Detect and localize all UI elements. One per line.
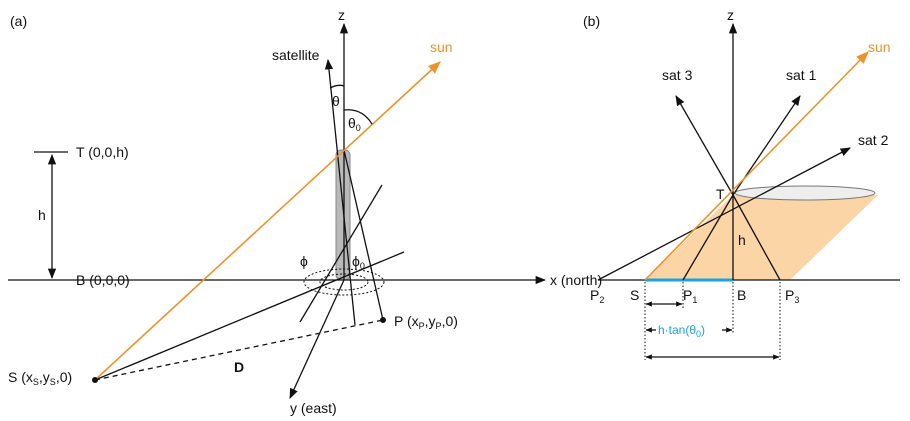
x-label: x (north) bbox=[550, 272, 602, 288]
sat3-line bbox=[675, 95, 734, 196]
panel-a: (a) z x (north) y (east) satellite sun θ… bbox=[8, 7, 602, 416]
panel-label: (a) bbox=[10, 13, 27, 29]
theta0-label: θ0 bbox=[348, 115, 361, 133]
view-line bbox=[299, 184, 383, 323]
point-p bbox=[380, 317, 386, 323]
theta-arc bbox=[329, 84, 345, 89]
panel-label: (b) bbox=[583, 13, 600, 29]
p1-label: P1 bbox=[683, 287, 697, 305]
distance-line bbox=[94, 319, 384, 381]
b-label: B bbox=[737, 287, 746, 303]
sat3-label: sat 3 bbox=[662, 67, 693, 83]
y-label: y (east) bbox=[290, 400, 337, 416]
p3-label: P3 bbox=[785, 287, 799, 305]
t-label: T (0,0,h) bbox=[76, 144, 129, 160]
sat2-line bbox=[597, 147, 851, 281]
p1-line bbox=[682, 194, 734, 281]
s-label: S (xS,yS,0) bbox=[8, 369, 72, 387]
sun-ray bbox=[94, 61, 441, 381]
z-label: z bbox=[338, 7, 345, 23]
s-label: S bbox=[630, 287, 639, 303]
theta0-arc bbox=[343, 109, 373, 125]
shadow-line bbox=[94, 251, 405, 381]
p2-label: P2 bbox=[590, 287, 604, 305]
panel-b: (b) z sun sat 1 sat 2 sat 3 T h P2 S P1 … bbox=[583, 7, 900, 360]
sun-label: sun bbox=[430, 39, 453, 55]
satellite-label: satellite bbox=[272, 47, 320, 63]
phi0-label: ϕ0 bbox=[352, 253, 365, 271]
h-label: h bbox=[38, 207, 46, 223]
p3-line bbox=[732, 194, 781, 281]
projection-line bbox=[343, 149, 384, 321]
b-label: B (0,0,0) bbox=[76, 272, 130, 288]
azimuth-ellipse-inner bbox=[319, 273, 369, 291]
d-label: D bbox=[234, 359, 244, 375]
h-label: h bbox=[738, 232, 746, 248]
satellite-line bbox=[324, 58, 356, 326]
z-label: z bbox=[727, 7, 734, 23]
sat2-label: sat 2 bbox=[858, 132, 889, 148]
theta-label: θ bbox=[332, 93, 340, 109]
point-s bbox=[92, 377, 98, 383]
p-label: P (xP,yP,0) bbox=[394, 313, 458, 331]
dimension-label: h·tan(θ0) bbox=[658, 323, 705, 339]
sun-ray bbox=[644, 51, 869, 281]
azimuth-ellipse bbox=[303, 268, 385, 296]
t-label: T bbox=[716, 186, 725, 202]
sun-label: sun bbox=[868, 39, 891, 55]
sat1-label: sat 1 bbox=[786, 67, 817, 83]
shadow bbox=[645, 195, 878, 280]
guides bbox=[644, 282, 781, 360]
phi-label: ϕ bbox=[300, 253, 308, 269]
y-axis bbox=[289, 279, 345, 399]
